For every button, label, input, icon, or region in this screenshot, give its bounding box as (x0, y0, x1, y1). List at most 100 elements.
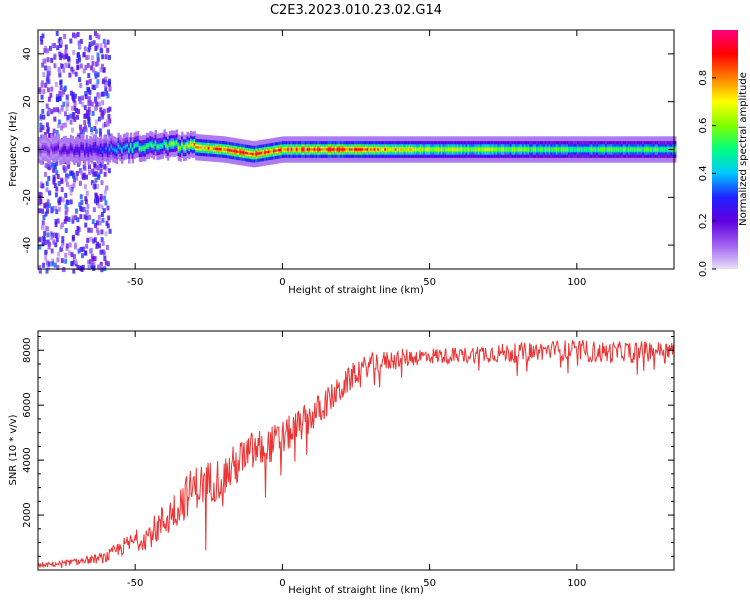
heatmap-cell (53, 116, 57, 122)
heatmap-cell (71, 69, 75, 75)
heatmap-cell (56, 265, 60, 271)
heatmap-cell (64, 147, 67, 151)
heatmap-cell (253, 152, 256, 156)
heatmap-cell (66, 173, 70, 179)
heatmap-cell (280, 148, 283, 152)
heatmap-cell (462, 148, 465, 151)
heatmap-cell (182, 146, 186, 150)
heatmap-cell (72, 177, 76, 183)
heatmap-cell (350, 148, 354, 151)
heatmap-cell (237, 150, 241, 153)
heatmap-cell (89, 127, 93, 133)
heatmap-cell (41, 33, 45, 39)
heatmap-cell (303, 148, 306, 151)
heatmap-cell (490, 148, 493, 151)
heatmap-cell (84, 91, 88, 97)
heatmap-cell (69, 90, 73, 96)
heatmap-cell (55, 170, 59, 176)
heatmap-cell (53, 53, 57, 59)
heatmap-cell (260, 151, 263, 155)
heatmap-cell (90, 101, 94, 107)
heatmap-cell (93, 183, 97, 189)
heatmap-cell (218, 147, 221, 151)
heatmap-cell (93, 106, 97, 112)
heatmap-cell (566, 148, 569, 151)
heatmap-cell (295, 148, 299, 151)
heatmap-cell (101, 240, 105, 246)
heatmap-cell (46, 226, 50, 232)
colorbar-gradient (712, 30, 738, 269)
heatmap-cell (500, 148, 504, 151)
heatmap-cell (90, 180, 94, 186)
heatmap-cell (575, 148, 578, 151)
heatmap-cell (65, 207, 69, 213)
heatmap-cell (79, 214, 83, 220)
heatmap-cell (42, 215, 46, 221)
heatmap-cell (290, 148, 294, 151)
snr-x-axis-label: Height of straight line (km) (288, 585, 424, 596)
heatmap-cell (66, 199, 70, 205)
heatmap-cell (84, 199, 88, 205)
heatmap-cell (79, 205, 83, 211)
heatmap-cell (45, 103, 49, 109)
heatmap-cell (51, 43, 55, 49)
heatmap-cell (110, 145, 113, 148)
heatmap-cell (96, 149, 99, 152)
heatmap-cell (46, 71, 50, 77)
heatmap-cell (96, 52, 100, 58)
heatmap-cell (154, 141, 157, 145)
heatmap-cell (91, 110, 95, 116)
heatmap-cell (60, 258, 64, 264)
heatmap-cell (223, 148, 226, 151)
heatmap-cell (345, 148, 348, 151)
heatmap-cell (92, 146, 96, 149)
heatmap-cell (60, 106, 64, 112)
heatmap-cell (649, 148, 652, 151)
heatmap-cell (47, 65, 51, 71)
colorbar-label: Normalized spectral amplitude (738, 72, 749, 226)
heatmap-cell (361, 148, 364, 151)
snr-series (37, 339, 675, 569)
heatmap-cell (219, 148, 223, 151)
heatmap-cell (64, 122, 68, 128)
heatmap-cell (85, 209, 89, 215)
heatmap-cell (78, 43, 82, 49)
heatmap-cell (177, 146, 180, 150)
heatmap-cell (364, 148, 368, 151)
heatmap-cell (601, 148, 604, 151)
heatmap-cell (87, 264, 91, 270)
heatmap-cell (172, 142, 175, 145)
heatmap-cell (40, 224, 44, 230)
heatmap-cell (592, 148, 596, 151)
heatmap-cell (40, 208, 44, 214)
heatmap-cell (57, 123, 61, 129)
heatmap-cell (47, 79, 51, 85)
heatmap-cell (79, 39, 83, 45)
heatmap-cell (51, 133, 55, 139)
colorbar-tick-label: 0.8 (698, 70, 709, 86)
heatmap-cell (297, 148, 301, 151)
heatmap-cell (205, 146, 209, 150)
heatmap-cell (87, 73, 91, 79)
heatmap-cell (105, 90, 109, 96)
heatmap-cell (58, 196, 62, 202)
heatmap-cell (140, 147, 143, 151)
heatmap-cell (59, 247, 63, 253)
heatmap-cell (79, 128, 83, 134)
heatmap-cell (71, 91, 75, 97)
heatmap-cell (39, 150, 43, 153)
snr-frame (37, 330, 675, 571)
heatmap-cell (45, 187, 49, 193)
heatmap-cell (54, 242, 58, 248)
heatmap-cell (163, 141, 166, 144)
heatmap-cell (79, 169, 83, 175)
heatmap-cell (40, 39, 44, 45)
heatmap-cell (77, 109, 81, 115)
heatmap-cell (401, 148, 405, 151)
heatmap-cell (204, 146, 207, 150)
heatmap-cell (98, 264, 102, 270)
heatmap-cell (46, 208, 50, 214)
heatmap-cell (107, 215, 111, 221)
heatmap-cell (651, 148, 654, 151)
heatmap-cell (69, 199, 73, 205)
